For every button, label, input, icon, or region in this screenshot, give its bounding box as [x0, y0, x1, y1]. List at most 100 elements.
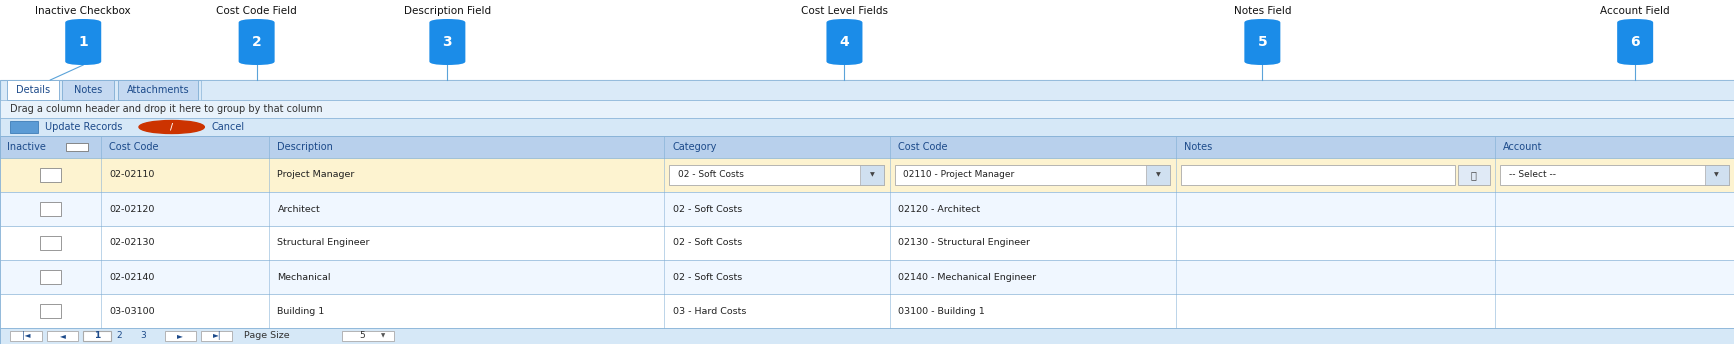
FancyBboxPatch shape — [40, 168, 61, 182]
FancyBboxPatch shape — [239, 19, 274, 65]
Text: 02-02130: 02-02130 — [109, 238, 154, 247]
Text: 02 - Soft Costs: 02 - Soft Costs — [678, 171, 744, 180]
Text: 1: 1 — [78, 35, 88, 49]
Text: 03 - Hard Costs: 03 - Hard Costs — [673, 307, 746, 315]
FancyBboxPatch shape — [40, 202, 61, 216]
FancyBboxPatch shape — [0, 158, 1734, 192]
FancyBboxPatch shape — [342, 331, 394, 342]
FancyBboxPatch shape — [40, 304, 61, 318]
Text: 5: 5 — [1257, 35, 1268, 49]
FancyBboxPatch shape — [0, 226, 1734, 260]
Text: Cost Level Fields: Cost Level Fields — [801, 6, 888, 16]
FancyBboxPatch shape — [40, 270, 61, 284]
Text: Account Field: Account Field — [1600, 6, 1670, 16]
FancyBboxPatch shape — [1618, 19, 1653, 65]
Text: ▼: ▼ — [870, 172, 874, 178]
FancyBboxPatch shape — [201, 80, 1734, 100]
FancyBboxPatch shape — [0, 328, 1734, 344]
FancyBboxPatch shape — [7, 80, 59, 100]
Text: Structural Engineer: Structural Engineer — [277, 238, 369, 247]
Circle shape — [139, 120, 205, 133]
FancyBboxPatch shape — [0, 294, 1734, 328]
Text: ►|: ►| — [213, 332, 220, 341]
Text: 02110 - Project Manager: 02110 - Project Manager — [903, 171, 1014, 180]
Text: Details: Details — [16, 85, 50, 95]
Text: Description: Description — [277, 142, 333, 152]
Text: ▼: ▼ — [1157, 172, 1160, 178]
FancyBboxPatch shape — [860, 165, 884, 185]
FancyBboxPatch shape — [827, 19, 862, 65]
Text: 5: 5 — [359, 332, 364, 341]
Text: 02140 - Mechanical Engineer: 02140 - Mechanical Engineer — [898, 272, 1037, 281]
Text: 3: 3 — [140, 332, 146, 341]
Text: Description Field: Description Field — [404, 6, 491, 16]
Text: 1: 1 — [94, 332, 101, 341]
FancyBboxPatch shape — [1146, 165, 1170, 185]
Text: 02-02110: 02-02110 — [109, 171, 154, 180]
Text: Cost Code Field: Cost Code Field — [217, 6, 297, 16]
Text: Notes: Notes — [1184, 142, 1212, 152]
Text: Cost Code: Cost Code — [109, 142, 160, 152]
Text: ◄: ◄ — [59, 332, 66, 341]
FancyBboxPatch shape — [669, 165, 884, 185]
Text: Building 1: Building 1 — [277, 307, 324, 315]
FancyBboxPatch shape — [430, 19, 465, 65]
Text: Drag a column header and drop it here to group by that column: Drag a column header and drop it here to… — [10, 104, 323, 114]
Text: Cancel: Cancel — [212, 122, 244, 132]
FancyBboxPatch shape — [118, 80, 198, 100]
Text: 02120 - Architect: 02120 - Architect — [898, 204, 980, 214]
FancyBboxPatch shape — [47, 331, 78, 342]
Text: 03-03100: 03-03100 — [109, 307, 154, 315]
Text: Notes Field: Notes Field — [1233, 6, 1292, 16]
Text: 02 - Soft Costs: 02 - Soft Costs — [673, 238, 742, 247]
FancyBboxPatch shape — [0, 260, 1734, 294]
Text: 03100 - Building 1: 03100 - Building 1 — [898, 307, 985, 315]
Text: 6: 6 — [1630, 35, 1640, 49]
Text: 02 - Soft Costs: 02 - Soft Costs — [673, 272, 742, 281]
Text: Project Manager: Project Manager — [277, 171, 355, 180]
FancyBboxPatch shape — [66, 143, 88, 151]
Text: 2: 2 — [251, 35, 262, 49]
Text: ►: ► — [177, 332, 184, 341]
Text: ⌕: ⌕ — [1470, 170, 1477, 180]
FancyBboxPatch shape — [0, 192, 1734, 226]
Text: -- Select --: -- Select -- — [1509, 171, 1555, 180]
Text: |◄: |◄ — [23, 332, 29, 341]
FancyBboxPatch shape — [1458, 165, 1490, 185]
Text: /: / — [170, 122, 173, 131]
FancyBboxPatch shape — [895, 165, 1170, 185]
FancyBboxPatch shape — [1181, 165, 1455, 185]
Text: Cost Code: Cost Code — [898, 142, 948, 152]
Text: Mechanical: Mechanical — [277, 272, 331, 281]
Text: Inactive Checkbox: Inactive Checkbox — [35, 6, 132, 16]
FancyBboxPatch shape — [40, 236, 61, 250]
Text: Attachments: Attachments — [127, 85, 189, 95]
Text: 4: 4 — [839, 35, 850, 49]
Text: 3: 3 — [442, 35, 453, 49]
FancyBboxPatch shape — [1500, 165, 1729, 185]
Text: Account: Account — [1503, 142, 1543, 152]
Text: 02-02120: 02-02120 — [109, 204, 154, 214]
FancyBboxPatch shape — [1245, 19, 1280, 65]
Text: Update Records: Update Records — [45, 122, 123, 132]
FancyBboxPatch shape — [10, 120, 38, 133]
Text: 2: 2 — [116, 332, 121, 341]
Text: Category: Category — [673, 142, 718, 152]
FancyBboxPatch shape — [10, 331, 42, 342]
FancyBboxPatch shape — [201, 331, 232, 342]
FancyBboxPatch shape — [0, 80, 1734, 344]
Text: Notes: Notes — [75, 85, 102, 95]
Text: ▼: ▼ — [381, 333, 385, 338]
FancyBboxPatch shape — [0, 118, 1734, 136]
FancyBboxPatch shape — [0, 136, 1734, 158]
Text: Inactive: Inactive — [7, 142, 45, 152]
FancyBboxPatch shape — [0, 100, 1734, 118]
Text: ▼: ▼ — [1715, 172, 1718, 178]
Text: Page Size: Page Size — [244, 332, 290, 341]
FancyBboxPatch shape — [66, 19, 101, 65]
FancyBboxPatch shape — [1705, 165, 1729, 185]
FancyBboxPatch shape — [165, 331, 196, 342]
Text: 02130 - Structural Engineer: 02130 - Structural Engineer — [898, 238, 1030, 247]
Text: Architect: Architect — [277, 204, 321, 214]
Text: 02 - Soft Costs: 02 - Soft Costs — [673, 204, 742, 214]
